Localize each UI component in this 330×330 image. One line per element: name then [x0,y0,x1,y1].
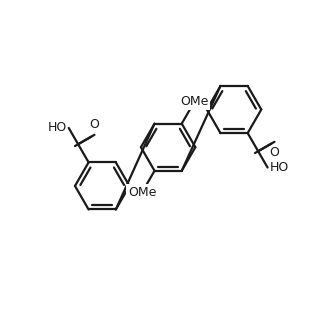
Text: HO: HO [48,121,67,134]
Text: OMe: OMe [180,95,209,108]
Text: HO: HO [270,161,289,174]
Text: O: O [270,146,280,159]
Text: OMe: OMe [128,186,156,199]
Text: O: O [89,117,99,131]
